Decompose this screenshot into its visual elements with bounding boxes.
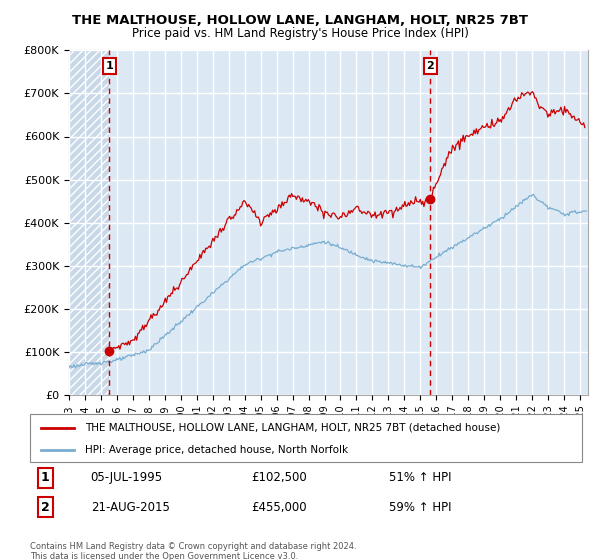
FancyBboxPatch shape — [30, 414, 582, 462]
Text: THE MALTHOUSE, HOLLOW LANE, LANGHAM, HOLT, NR25 7BT (detached house): THE MALTHOUSE, HOLLOW LANE, LANGHAM, HOL… — [85, 423, 500, 433]
Text: HPI: Average price, detached house, North Norfolk: HPI: Average price, detached house, Nort… — [85, 445, 349, 455]
Text: £102,500: £102,500 — [251, 472, 307, 484]
Text: Contains HM Land Registry data © Crown copyright and database right 2024.: Contains HM Land Registry data © Crown c… — [30, 542, 356, 551]
Text: 21-AUG-2015: 21-AUG-2015 — [91, 501, 170, 514]
Text: 2: 2 — [41, 501, 50, 514]
Text: 59% ↑ HPI: 59% ↑ HPI — [389, 501, 451, 514]
Text: 1: 1 — [41, 472, 50, 484]
Text: 2: 2 — [427, 60, 434, 71]
Text: 51% ↑ HPI: 51% ↑ HPI — [389, 472, 451, 484]
Text: £455,000: £455,000 — [251, 501, 307, 514]
Text: 1: 1 — [106, 60, 113, 71]
Text: THE MALTHOUSE, HOLLOW LANE, LANGHAM, HOLT, NR25 7BT: THE MALTHOUSE, HOLLOW LANE, LANGHAM, HOL… — [72, 14, 528, 27]
Text: Price paid vs. HM Land Registry's House Price Index (HPI): Price paid vs. HM Land Registry's House … — [131, 27, 469, 40]
Text: 05-JUL-1995: 05-JUL-1995 — [91, 472, 163, 484]
Text: This data is licensed under the Open Government Licence v3.0.: This data is licensed under the Open Gov… — [30, 552, 298, 560]
